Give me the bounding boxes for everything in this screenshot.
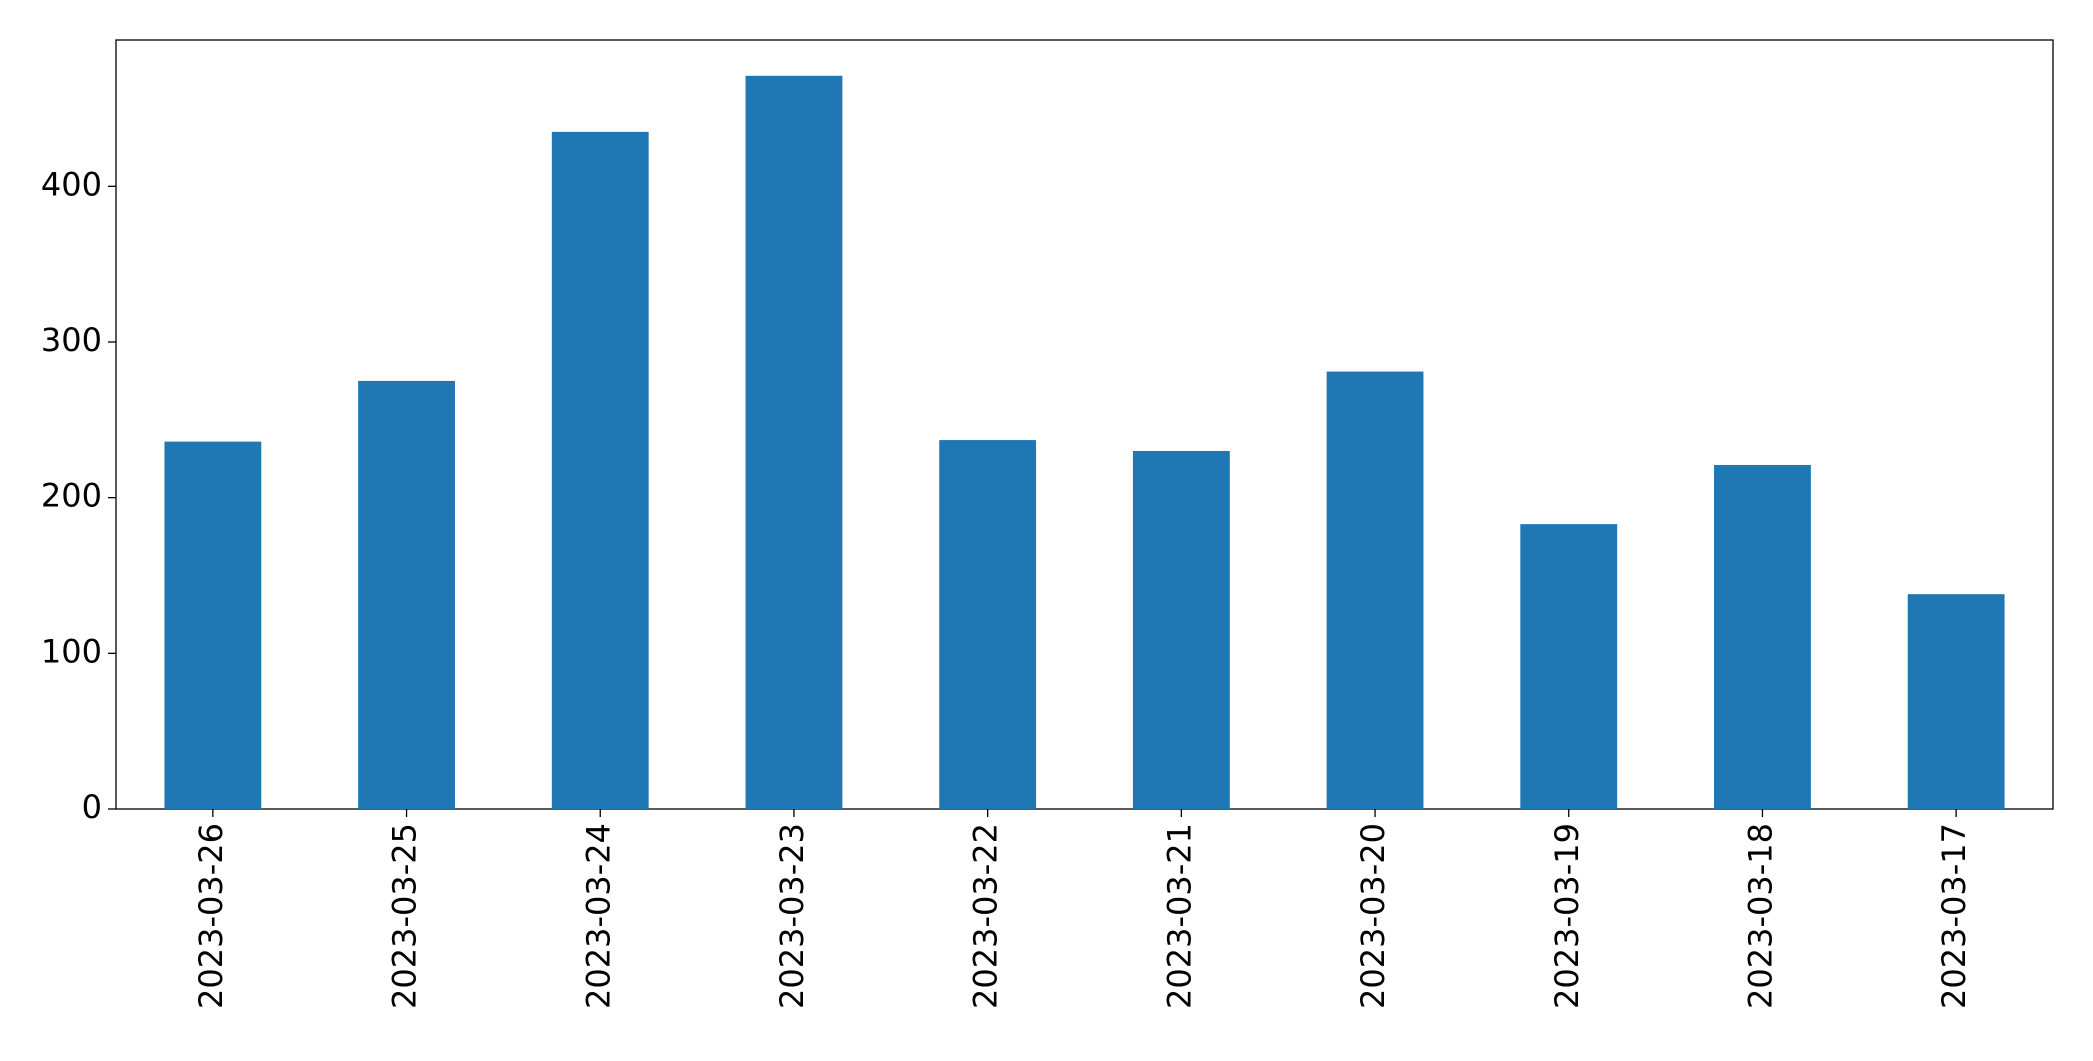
x-tick-label: 2023-03-22	[967, 823, 1005, 1009]
bar	[1520, 524, 1618, 809]
x-tick-label: 2023-03-21	[1160, 823, 1198, 1009]
bar	[358, 380, 455, 809]
bar	[1132, 450, 1230, 809]
x-tick-label: 2023-03-23	[773, 823, 811, 1009]
bar	[1714, 464, 1811, 809]
bar	[1907, 594, 2005, 809]
x-tick-label: 2023-03-20	[1354, 823, 1392, 1009]
bar	[745, 75, 843, 809]
x-tick-label: 2023-03-17	[1935, 823, 1973, 1009]
bar	[164, 441, 262, 809]
x-tick-label: 2023-03-19	[1548, 823, 1586, 1009]
y-tick-label: 200	[41, 477, 102, 515]
bar	[551, 131, 649, 810]
y-tick-label: 0	[82, 788, 102, 826]
bar	[1326, 371, 1424, 809]
bar	[939, 440, 1037, 809]
y-tick-label: 100	[41, 632, 102, 670]
x-tick-label: 2023-03-26	[192, 823, 230, 1009]
y-tick-label: 400	[41, 165, 102, 203]
x-tick-label: 2023-03-25	[386, 823, 424, 1009]
x-tick-label: 2023-03-24	[579, 823, 617, 1009]
y-tick-label: 300	[41, 321, 102, 359]
axes-frame	[115, 39, 2054, 810]
x-tick-label: 2023-03-18	[1741, 823, 1779, 1009]
